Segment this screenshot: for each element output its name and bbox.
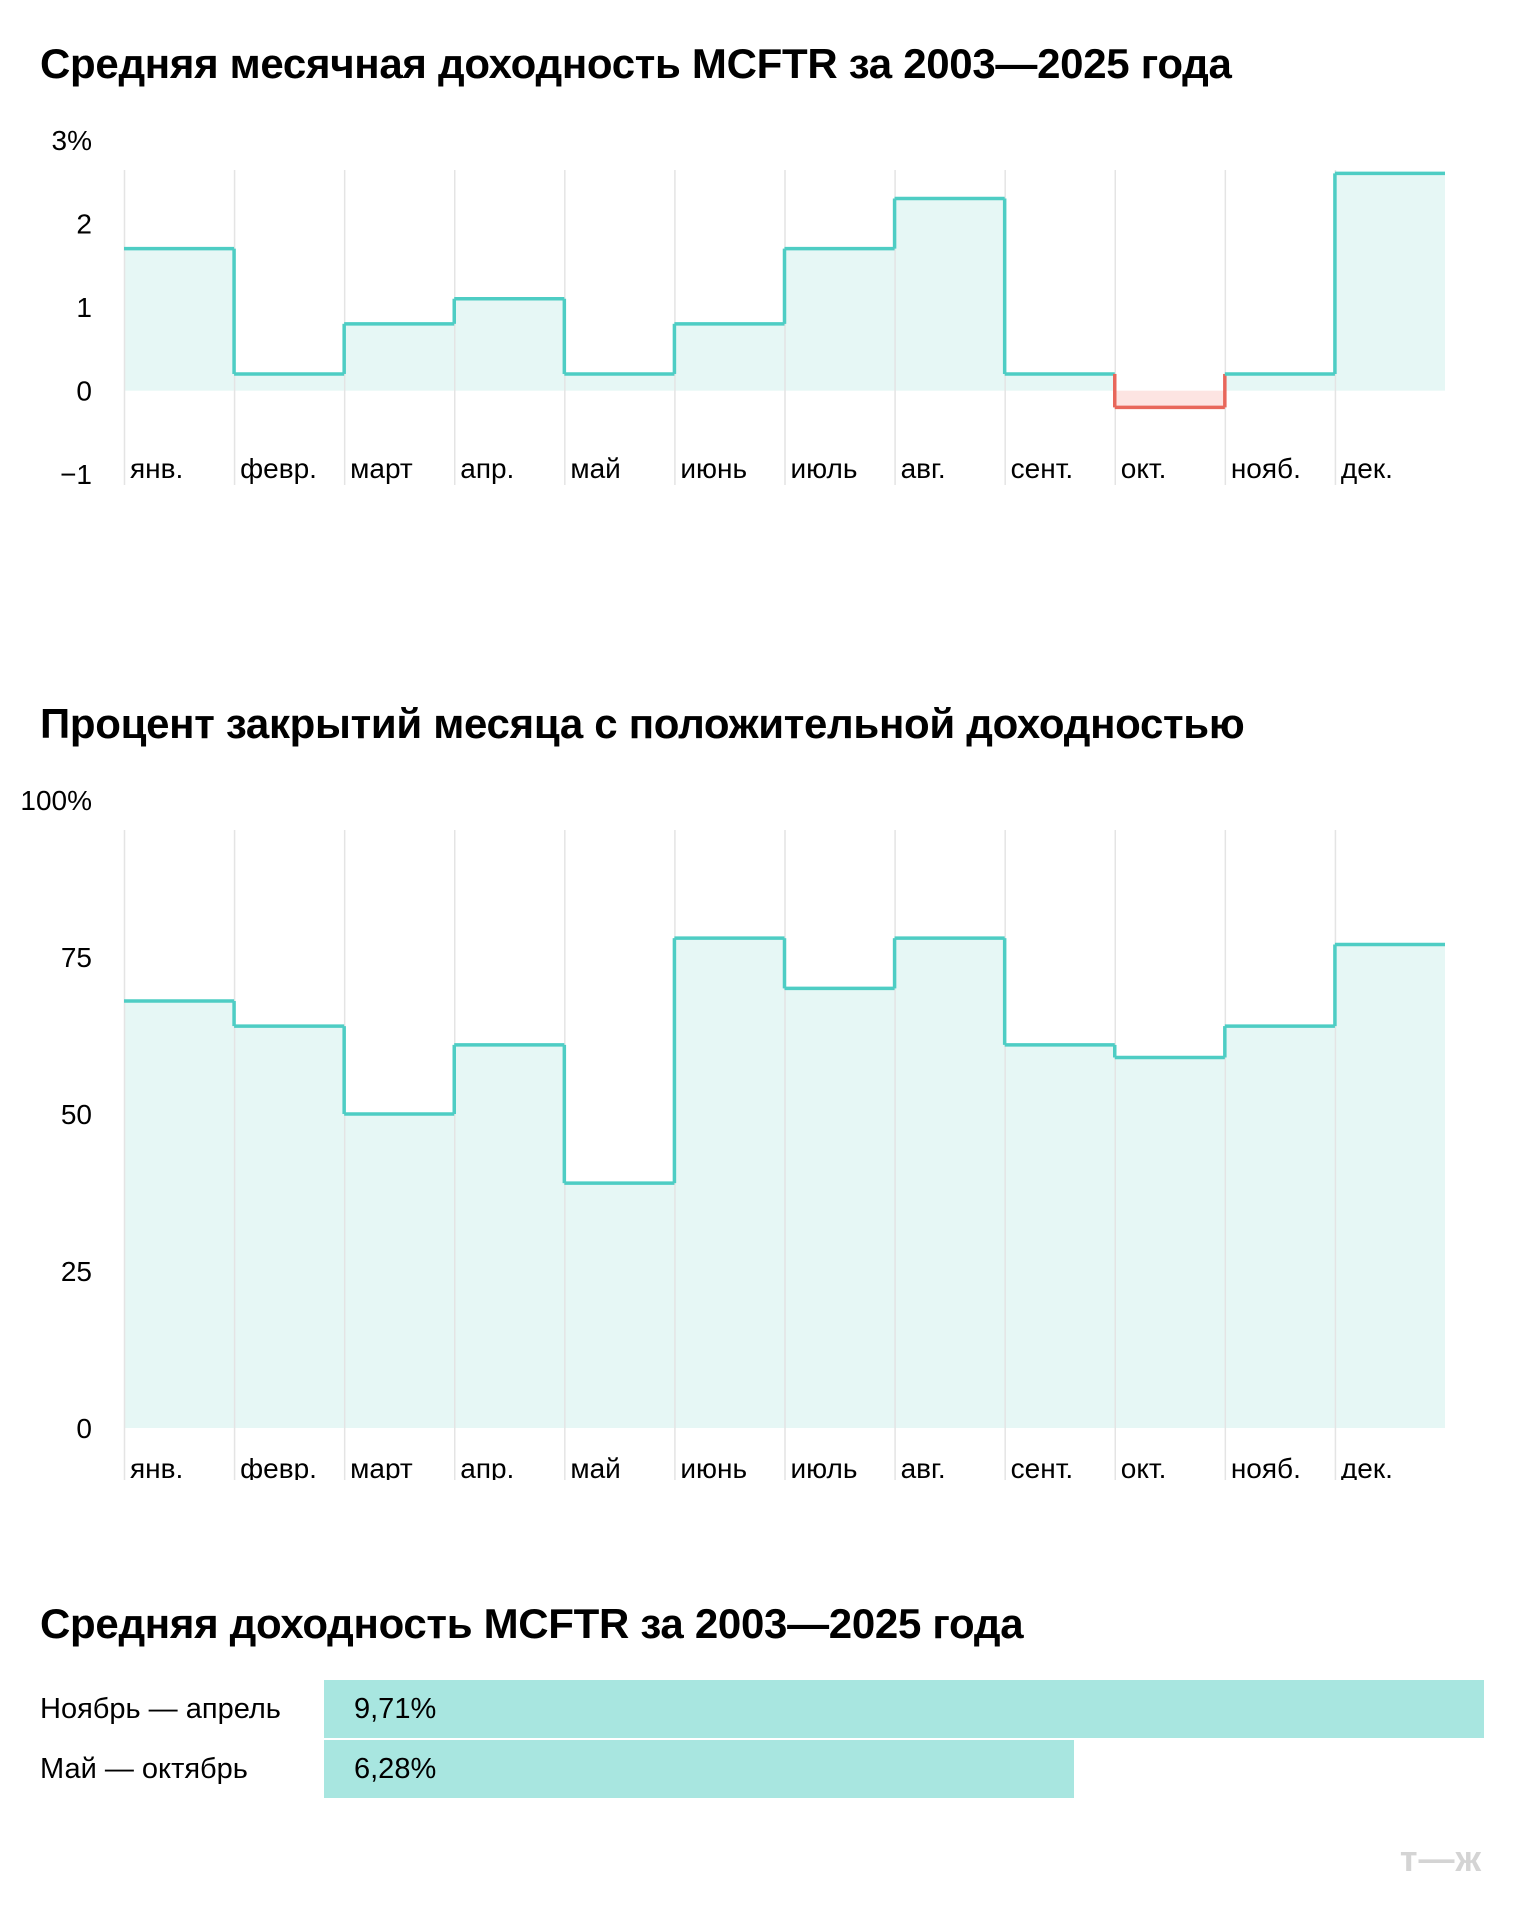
y-tick-label: 50 [61,1099,92,1130]
y-tick-label: 1 [76,292,92,323]
month-label: февр. [240,1453,317,1480]
month-label: февр. [240,453,317,484]
y-tick-label: −1 [60,459,92,490]
month-label: янв. [130,453,183,484]
area-segment [564,1183,675,1428]
month-label: март [350,1453,413,1480]
month-label: дек. [1341,1453,1393,1480]
summary-bar-label: Май — октябрь [40,1753,248,1785]
area-segment [1114,390,1225,408]
y-tick-label: 75 [61,942,92,973]
month-label: дек. [1341,453,1393,484]
area-segment [124,1000,235,1428]
month-label: окт. [1121,1453,1167,1480]
summary-bar-value: 9,71% [354,1693,437,1725]
summary-bar-chart: Ноябрь — апрель 9,71% Май — октябрь 6,28% [0,1680,1520,1810]
area-segment [1224,373,1335,391]
area-segment [674,938,785,1428]
month-label: янв. [130,1453,183,1480]
area-segment [784,988,895,1428]
area-segment [674,323,785,391]
month-label: нояб. [1231,453,1301,484]
month-label: июнь [680,1453,747,1480]
area-segment [1334,173,1445,391]
tj-logo: т—ж [1399,1838,1482,1879]
area-segment [234,373,345,391]
y-tick-label: 25 [61,1256,92,1287]
y-tick-label: 0 [76,376,92,407]
summary-bar [324,1740,1075,1798]
positive-close-chart: 100% 75 50 25 0 янв. февр. март апр. май июнь июль а… [20,785,1445,1480]
area-segment [344,323,455,391]
month-label: нояб. [1231,1453,1301,1480]
chart2-title: Процент закрытий месяца с положительной … [40,700,1245,747]
area-segment [1004,373,1115,391]
area-segment [234,1026,345,1428]
month-label: сент. [1011,453,1074,484]
month-label: апр. [460,1453,514,1480]
summary-bar-row: Май — октябрь 6,28% [0,1740,1520,1798]
area-segment [1004,1044,1115,1428]
month-label: май [570,453,620,484]
area-segment [454,1044,565,1428]
area-segment [894,938,1005,1428]
area-segment [1334,944,1445,1428]
month-label: март [350,453,413,484]
y-tick-label: 3% [52,125,92,156]
chart1-title: Средняя месячная доходность MCFTR за 200… [40,40,1232,87]
area-segment [784,248,895,391]
area-segment [1114,1057,1225,1428]
month-label: апр. [460,453,514,484]
y-tick-label: 0 [76,1413,92,1444]
month-label: июнь [680,453,747,484]
month-label: июль [791,453,858,484]
summary-bar-row: Ноябрь — апрель 9,71% [0,1680,1520,1738]
month-label: авг. [901,1453,946,1480]
area-segment [1224,1026,1335,1428]
month-label: июль [791,1453,858,1480]
month-label: авг. [901,453,946,484]
area-segment [124,248,235,391]
month-label: окт. [1121,453,1167,484]
area-segment [564,373,675,391]
month-label: сент. [1011,1453,1074,1480]
month-label: май [570,1453,620,1480]
area-segment [344,1114,455,1428]
summary-bar [324,1680,1484,1738]
summary-bar-label: Ноябрь — апрель [40,1693,281,1725]
y-tick-label: 100% [20,785,92,816]
summary-title: Средняя доходность MCFTR за 2003—2025 го… [40,1600,1024,1647]
summary-bar-value: 6,28% [354,1753,437,1785]
area-segment [894,198,1005,391]
area-segment [454,298,565,391]
monthly-return-chart: 3% 2 1 0 −1 янв. февр. март апр. май июнь июль авг. с… [52,125,1445,490]
y-tick-label: 2 [76,209,92,240]
